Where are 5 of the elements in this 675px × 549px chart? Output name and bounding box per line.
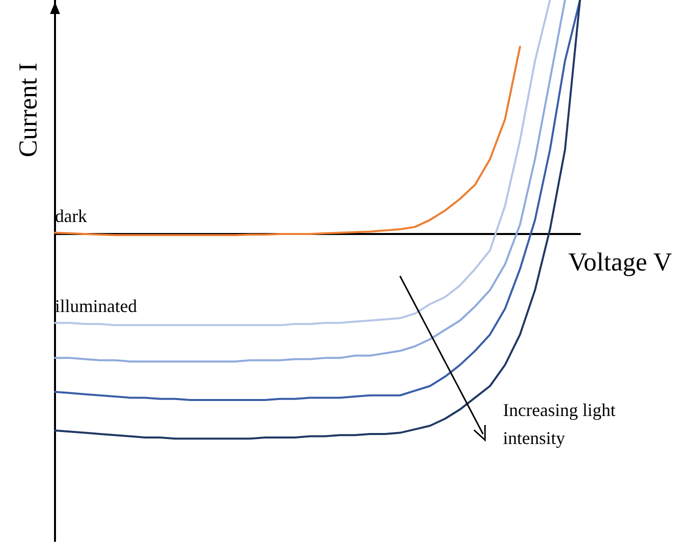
series-label: dark xyxy=(55,206,87,226)
x-axis-title: Voltage V xyxy=(568,248,672,276)
series-label: illuminated xyxy=(55,296,137,316)
y-axis-title: Current I xyxy=(14,62,42,158)
annotation: Increasing light intensity xyxy=(503,399,616,450)
